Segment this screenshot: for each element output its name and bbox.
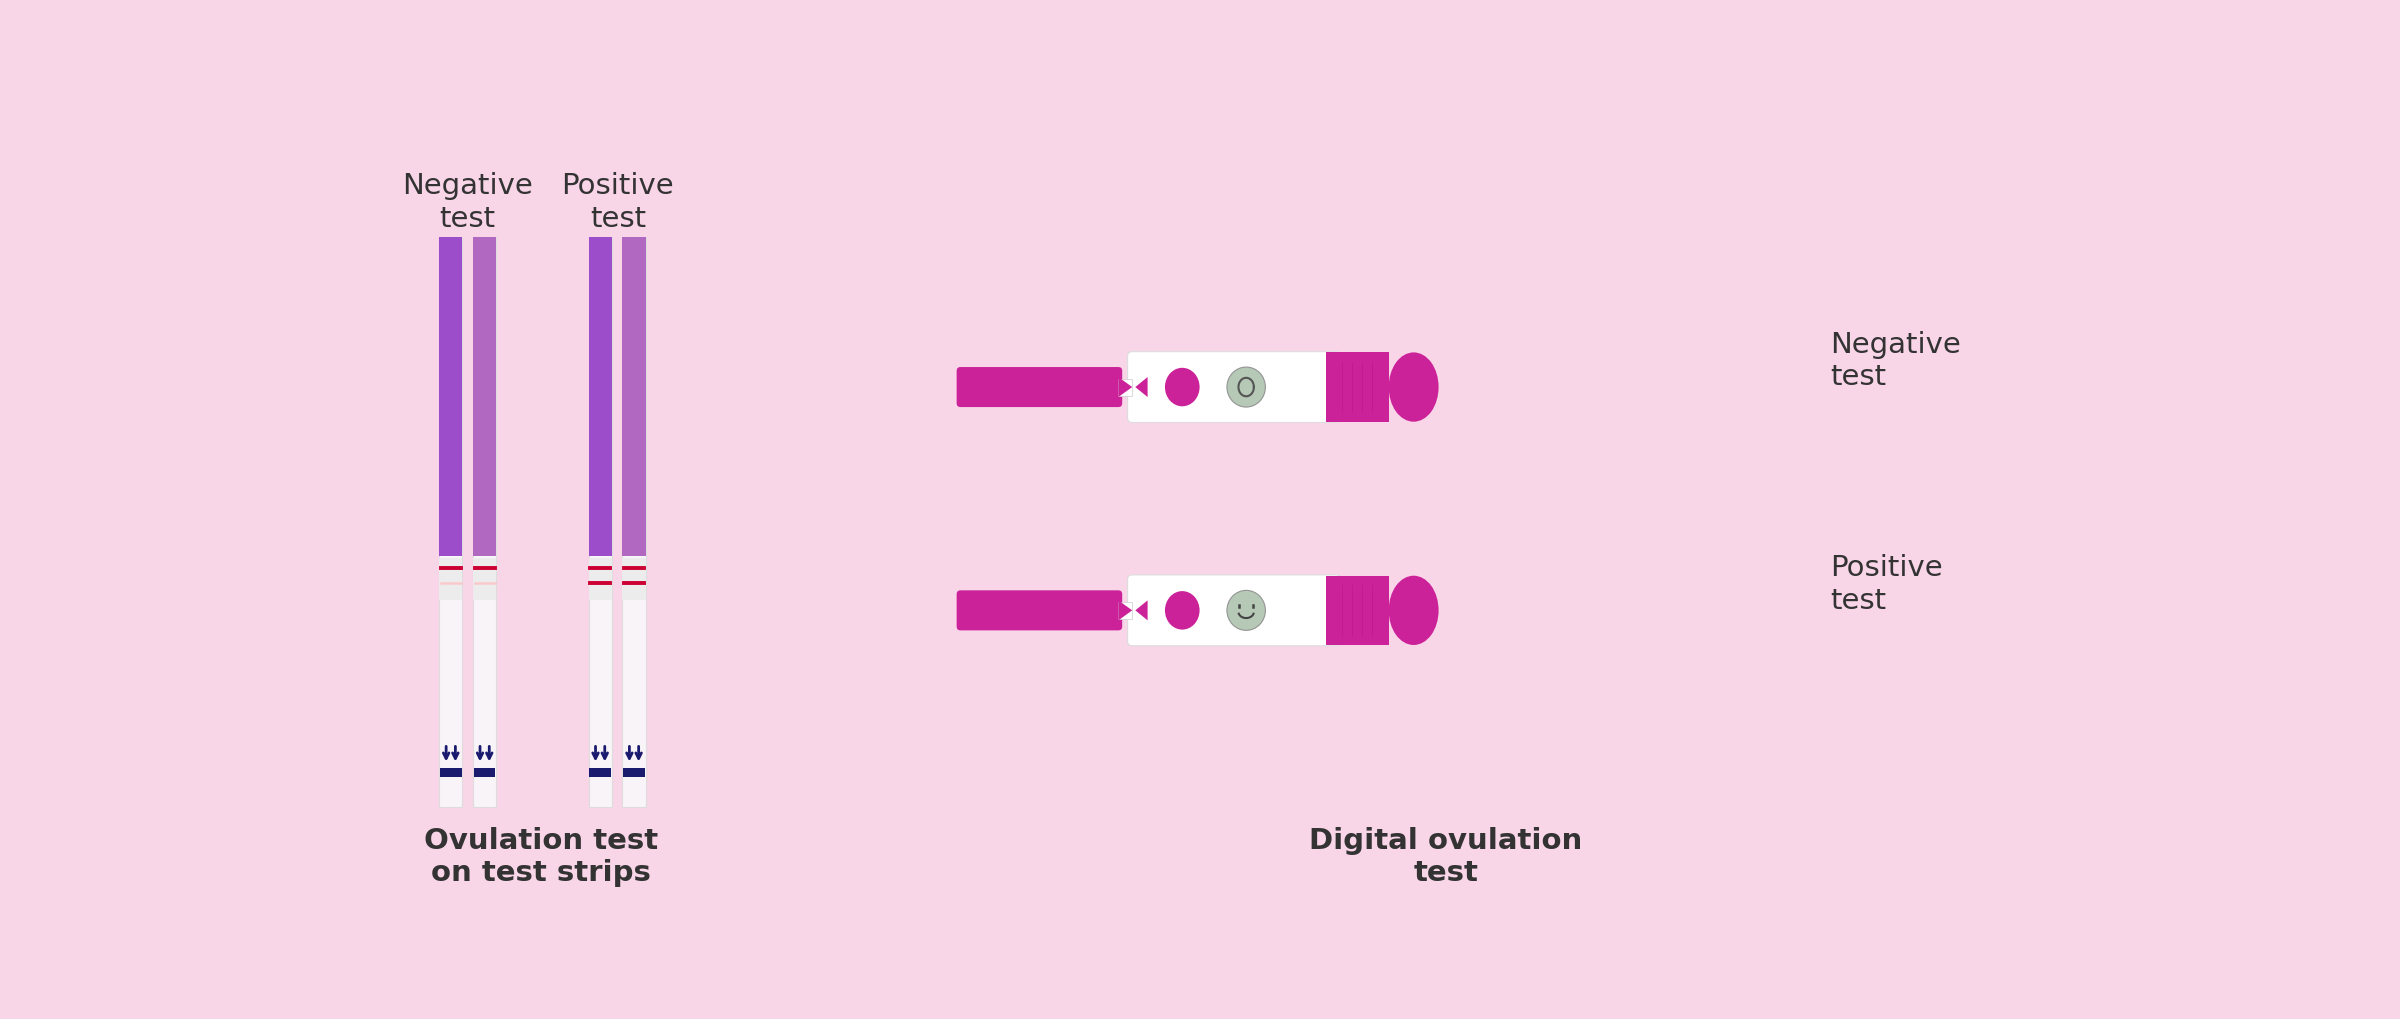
FancyBboxPatch shape: [439, 558, 463, 600]
FancyBboxPatch shape: [439, 768, 461, 777]
FancyBboxPatch shape: [622, 558, 646, 600]
FancyBboxPatch shape: [1118, 602, 1133, 620]
Ellipse shape: [1390, 576, 1438, 645]
Ellipse shape: [1164, 369, 1200, 407]
Ellipse shape: [1390, 353, 1438, 422]
FancyBboxPatch shape: [473, 237, 497, 807]
FancyBboxPatch shape: [1330, 353, 1390, 422]
FancyBboxPatch shape: [588, 237, 612, 556]
FancyBboxPatch shape: [1128, 576, 1342, 646]
FancyBboxPatch shape: [958, 591, 1123, 631]
Text: Positive
test: Positive test: [562, 172, 674, 232]
FancyBboxPatch shape: [473, 237, 497, 556]
Ellipse shape: [1164, 591, 1200, 630]
Text: Negative
test: Negative test: [1831, 330, 1961, 391]
Polygon shape: [1118, 378, 1133, 397]
FancyBboxPatch shape: [590, 768, 612, 777]
FancyBboxPatch shape: [624, 768, 646, 777]
FancyBboxPatch shape: [473, 768, 494, 777]
FancyBboxPatch shape: [1327, 576, 1346, 645]
FancyBboxPatch shape: [588, 237, 612, 807]
FancyBboxPatch shape: [622, 237, 646, 807]
FancyBboxPatch shape: [1330, 576, 1390, 645]
FancyBboxPatch shape: [1118, 379, 1133, 396]
FancyBboxPatch shape: [588, 558, 612, 600]
Polygon shape: [1135, 601, 1147, 621]
FancyBboxPatch shape: [439, 237, 463, 556]
Text: Digital ovulation
test: Digital ovulation test: [1308, 826, 1582, 887]
Polygon shape: [1118, 601, 1133, 621]
FancyBboxPatch shape: [1327, 353, 1346, 422]
FancyBboxPatch shape: [958, 368, 1123, 408]
FancyBboxPatch shape: [622, 237, 646, 556]
Text: Ovulation test
on test strips: Ovulation test on test strips: [425, 826, 658, 887]
Ellipse shape: [1226, 368, 1265, 408]
FancyBboxPatch shape: [439, 237, 463, 807]
FancyBboxPatch shape: [473, 558, 497, 600]
Text: Positive
test: Positive test: [1831, 553, 1944, 614]
Polygon shape: [1135, 378, 1147, 397]
Ellipse shape: [1226, 591, 1265, 631]
FancyBboxPatch shape: [1128, 353, 1342, 423]
Text: Negative
test: Negative test: [403, 172, 533, 232]
